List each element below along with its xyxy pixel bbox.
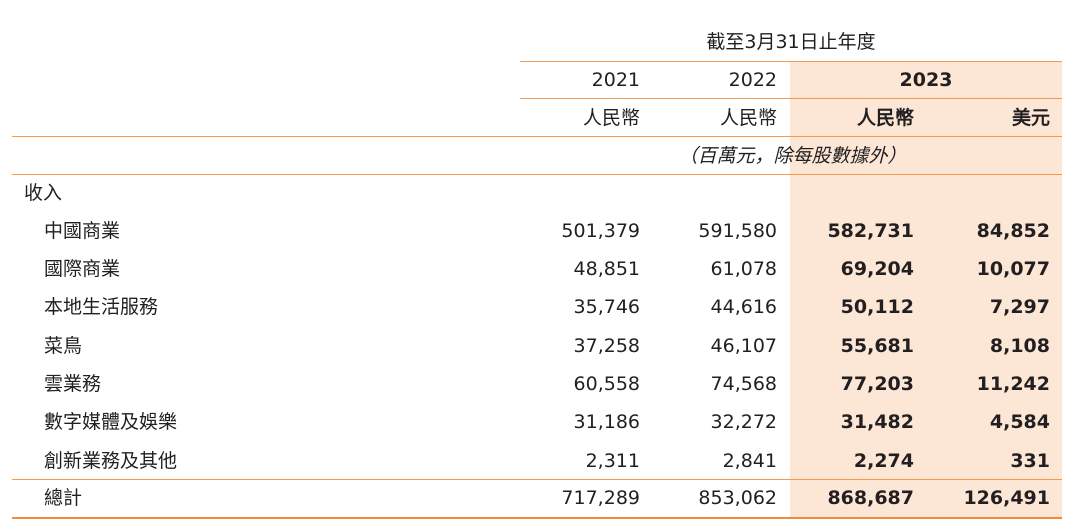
cell-2023-rmb: 50,112 (840, 296, 914, 318)
unit-note: （百萬元，除每股數據外） (678, 145, 907, 167)
total-label: 總計 (44, 487, 83, 509)
total-2022: 853,062 (698, 487, 777, 509)
cell-2023-usd: 8,108 (989, 335, 1050, 357)
cell-2022: 46,107 (710, 335, 777, 357)
total-divider (12, 479, 1062, 480)
year-2021: 2021 (591, 69, 640, 91)
fy2023-highlight-column (790, 62, 1062, 518)
cell-2023-usd: 331 (1010, 450, 1050, 472)
currency-2021: 人民幣 (582, 107, 640, 129)
cell-2022: 74,568 (710, 373, 777, 395)
cell-2023-rmb: 77,203 (840, 373, 914, 395)
cell-2023-usd: 4,584 (989, 411, 1050, 433)
row-label: 雲業務 (44, 373, 102, 395)
year-2022: 2022 (728, 69, 777, 91)
cell-2023-usd: 7,297 (989, 296, 1050, 318)
row-label: 創新業務及其他 (44, 450, 178, 472)
currency-2023-usd: 美元 (1011, 107, 1050, 129)
cell-2021: 2,311 (585, 450, 640, 472)
cell-2021: 35,746 (573, 296, 640, 318)
cell-2023-rmb: 2,274 (853, 450, 914, 472)
currency-2023-rmb: 人民幣 (856, 107, 914, 129)
year-divider (520, 98, 1062, 99)
cell-2022: 61,078 (710, 258, 777, 280)
total-2021: 717,289 (561, 487, 640, 509)
cell-2022: 2,841 (722, 450, 777, 472)
cell-2021: 501,379 (561, 220, 640, 242)
total-2023-usd: 126,491 (963, 487, 1050, 509)
row-label: 數字媒體及娛樂 (44, 411, 178, 433)
cell-2023-usd: 11,242 (976, 373, 1050, 395)
currency-2022: 人民幣 (719, 107, 777, 129)
section-label-revenue: 收入 (24, 182, 63, 204)
row-label: 菜鳥 (44, 335, 83, 357)
cell-2022: 32,272 (710, 411, 777, 433)
period-header: 截至3月31日止年度 (706, 31, 876, 53)
cell-2023-rmb: 582,731 (827, 220, 914, 242)
cell-2023-rmb: 31,482 (840, 411, 914, 433)
year-2023: 2023 (899, 69, 953, 91)
cell-2023-usd: 10,077 (976, 258, 1050, 280)
row-label: 中國商業 (44, 220, 121, 242)
cell-2023-usd: 84,852 (976, 220, 1050, 242)
cell-2021: 37,258 (573, 335, 640, 357)
cell-2021: 60,558 (573, 373, 640, 395)
header-divider (520, 61, 1062, 62)
row-label: 本地生活服務 (44, 296, 159, 318)
bottom-rule (12, 517, 1062, 519)
cell-2022: 44,616 (710, 296, 777, 318)
currency-divider (12, 136, 1062, 137)
unit-divider (12, 174, 1062, 175)
total-2023-rmb: 868,687 (827, 487, 914, 509)
cell-2021: 31,186 (573, 411, 640, 433)
cell-2022: 591,580 (698, 220, 777, 242)
row-label: 國際商業 (44, 258, 121, 280)
cell-2023-rmb: 69,204 (840, 258, 914, 280)
cell-2021: 48,851 (573, 258, 640, 280)
cell-2023-rmb: 55,681 (840, 335, 914, 357)
